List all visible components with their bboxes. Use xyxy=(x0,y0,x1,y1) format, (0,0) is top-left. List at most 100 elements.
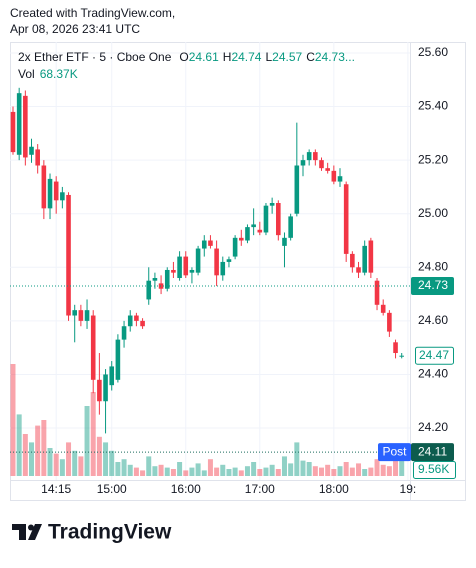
post-price-label: 24.11 xyxy=(418,444,447,458)
candle-body xyxy=(232,237,238,257)
volume-bar xyxy=(251,462,257,476)
volume-layer xyxy=(10,364,405,476)
candle-body xyxy=(66,194,71,316)
candle-body xyxy=(331,170,337,182)
logo-icon xyxy=(12,524,26,540)
candle-body xyxy=(121,326,127,340)
candle-body xyxy=(201,240,207,249)
candle-body xyxy=(313,152,318,161)
legend: 2x Ether ETF · 5 · Cboe One O24.61 H24.74 L… xyxy=(18,50,355,64)
x-tick-label: 15:00 xyxy=(97,482,127,496)
candle-body xyxy=(171,269,176,273)
candle-body xyxy=(47,178,53,209)
candle-body xyxy=(306,152,312,161)
candle-body xyxy=(263,205,269,233)
candle-body xyxy=(257,229,263,233)
volume-legend: Vol 68.37K xyxy=(18,67,78,81)
volume-bar xyxy=(72,450,78,476)
volume-bar xyxy=(368,467,374,476)
volume-bar xyxy=(127,464,133,476)
candle-body xyxy=(16,93,22,155)
candle-body xyxy=(60,192,65,201)
legend-key: Vol xyxy=(18,67,35,81)
volume-bar xyxy=(170,469,176,476)
y-tick-label: 24.80 xyxy=(418,259,448,273)
candle-body xyxy=(350,253,355,268)
candle-body xyxy=(134,315,139,321)
volume-bar xyxy=(275,469,281,476)
candle-body xyxy=(115,339,121,380)
legend-value: 24.74 xyxy=(231,50,261,64)
candle-body xyxy=(177,256,182,279)
candle-body xyxy=(152,278,158,281)
candle-body xyxy=(158,283,164,289)
candle-body xyxy=(41,165,47,209)
candle-body xyxy=(189,269,195,273)
candle-body xyxy=(282,237,287,246)
y-tick-label: 25.20 xyxy=(418,152,448,166)
volume-bar xyxy=(201,470,207,476)
volume-bar xyxy=(146,456,152,476)
x-tick-label: 14:15 xyxy=(41,482,71,496)
candle-body xyxy=(288,216,293,238)
candle-body xyxy=(109,366,115,386)
volume-bar xyxy=(152,466,158,476)
y-tick-label: 25.60 xyxy=(418,45,448,59)
candle-body xyxy=(245,227,250,241)
candle-body xyxy=(90,315,96,380)
x-tick-label: 16:00 xyxy=(171,482,201,496)
legend-value: 68.37K xyxy=(40,67,78,81)
volume-bar xyxy=(195,463,201,476)
candle-body xyxy=(325,168,330,171)
candle-body xyxy=(183,256,189,276)
post-price-bg xyxy=(411,443,454,462)
post-badge-label: Post xyxy=(382,444,407,458)
candle-body xyxy=(319,160,324,169)
candle-body xyxy=(251,224,256,228)
candle-body xyxy=(208,240,213,246)
volume-label: 9.56K xyxy=(418,462,449,476)
y-tick-label: 24.40 xyxy=(418,367,448,381)
candle-body xyxy=(399,355,405,357)
volume-bar xyxy=(103,442,109,476)
logo-icon xyxy=(28,524,34,531)
candle-body xyxy=(29,146,34,155)
candle-body xyxy=(356,267,361,273)
volume-bar xyxy=(158,464,164,476)
legend-key: C xyxy=(306,50,315,64)
volume-bar xyxy=(380,464,386,476)
candle-body xyxy=(35,149,40,166)
brand: TradingView xyxy=(48,521,172,544)
candle-body xyxy=(276,203,281,236)
candle-body xyxy=(195,248,201,273)
candle-body xyxy=(23,95,28,158)
legend-value: 24.61 xyxy=(189,50,219,64)
candle-body xyxy=(294,165,300,214)
candle-body xyxy=(220,261,226,276)
volume-bar xyxy=(59,459,65,476)
legend-key: H xyxy=(223,50,232,64)
candle-body xyxy=(127,315,133,327)
candle-body xyxy=(164,269,170,289)
volume-bar xyxy=(214,467,220,476)
candle-body xyxy=(10,111,16,153)
candle-body xyxy=(146,280,152,300)
logo: TradingView xyxy=(12,521,172,544)
candle-body xyxy=(140,320,145,327)
volume-bar xyxy=(133,467,139,476)
volume-bar xyxy=(66,442,72,476)
volume-bar xyxy=(288,463,294,476)
volume-bar xyxy=(41,420,47,476)
last-price-label: 24.47 xyxy=(419,348,449,362)
volume-bar xyxy=(121,459,127,476)
volume-bar xyxy=(22,434,28,476)
volume-bar xyxy=(337,466,343,476)
price-label: 24.73 xyxy=(418,278,448,292)
volume-bar xyxy=(140,470,146,476)
legend-value: 24.57 xyxy=(272,50,302,64)
volume-bar xyxy=(84,406,90,476)
legend-value: 24.73... xyxy=(315,50,355,64)
candle-body xyxy=(226,259,232,262)
candle-body xyxy=(53,181,59,201)
axis-layer: 24.20 24.40 24.60 24.80 25.00 25.20 25.40 25.60… xyxy=(10,45,456,496)
